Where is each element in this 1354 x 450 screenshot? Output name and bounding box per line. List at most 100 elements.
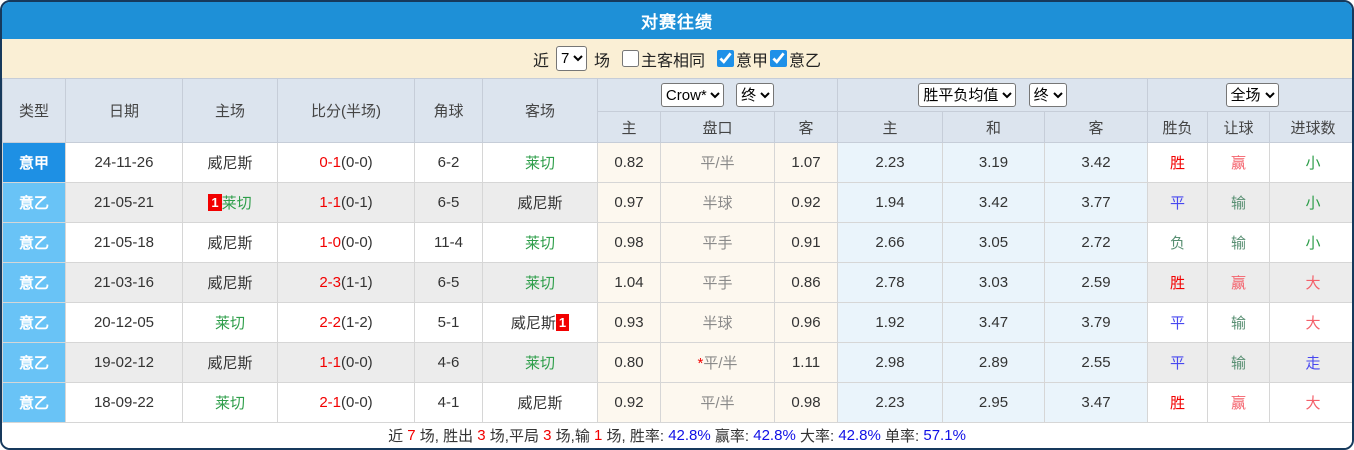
summary-segment: 3: [543, 427, 552, 444]
avg-draw-cell: 3.03: [942, 262, 1046, 303]
spread-value: 输: [1231, 195, 1247, 212]
spread-cell: 输: [1207, 342, 1271, 383]
table-row: 意乙 18-09-22 莱切 2-1(0-0) 4-1 威尼斯 0.92 平/半…: [2, 382, 1352, 423]
table-row: 意乙 21-05-21 1 莱切 1-1(0-1) 6-5 威尼斯 0.97 半球…: [2, 182, 1352, 223]
result-cell: 平: [1147, 182, 1209, 223]
goals-value: 小: [1305, 235, 1321, 252]
hcp-home-odds-cell: 0.80: [597, 342, 661, 383]
table-row: 意乙 21-05-18 威尼斯 1-0(0-0) 11-4 莱切 0.98 平手…: [2, 222, 1352, 263]
score-cell: 1-0(0-0): [277, 222, 415, 263]
scope-select[interactable]: 全场: [1225, 83, 1279, 107]
home-team-name: 威尼斯: [207, 155, 253, 172]
date-cell: 19-02-12: [65, 342, 183, 383]
summary-segment: 场, 胜出: [415, 428, 478, 445]
away-team-name: 威尼斯: [510, 315, 556, 332]
avg-away-cell: 2.55: [1044, 342, 1149, 383]
home-team-cell: 威尼斯: [182, 222, 278, 263]
hcp-line-cell: 平手: [660, 262, 775, 303]
away-team-cell: 莱切: [482, 222, 598, 263]
spread-value: 赢: [1231, 275, 1247, 292]
hcp-line-cell: 半球: [660, 302, 775, 343]
goals-value: 大: [1305, 315, 1321, 332]
fulltime-score: 1-1: [319, 194, 341, 211]
col-header-away: 客场: [482, 78, 598, 143]
subcol-goals: 进球数: [1269, 111, 1352, 143]
home-team-name: 威尼斯: [207, 235, 253, 252]
home-team-name: 威尼斯: [207, 275, 253, 292]
result-cell: 平: [1147, 342, 1209, 383]
hcp-line-cell: *平/半: [660, 342, 775, 383]
table-row: 意乙 21-03-16 威尼斯 2-3(1-1) 6-5 莱切 1.04 平手 …: [2, 262, 1352, 303]
league-cell: 意乙: [2, 222, 66, 263]
hcp-away-odds-cell: 0.91: [773, 222, 839, 263]
avg-home-cell: 2.23: [837, 142, 944, 183]
hcp-line-text: 平/半: [703, 355, 738, 372]
result-cell: 胜: [1147, 262, 1209, 303]
fulltime-score: 0-1: [319, 154, 341, 171]
spread-cell: 输: [1207, 302, 1271, 343]
result-value: 平: [1170, 195, 1186, 212]
hcp-line-text: 平/半: [700, 395, 735, 412]
league-cell: 意乙: [2, 262, 66, 303]
table-row: 意乙 19-02-12 威尼斯 1-1(0-0) 4-6 莱切 0.80 *平/…: [2, 342, 1352, 383]
spread-value: 赢: [1231, 395, 1247, 412]
avg-odds-select[interactable]: 胜平负均值: [918, 83, 1017, 107]
serie-b-label: 意乙: [789, 52, 822, 70]
avg-draw-cell: 2.89: [942, 342, 1046, 383]
home-team-name: 莱切: [214, 315, 245, 332]
avg-away-cell: 2.59: [1044, 262, 1149, 303]
avg-home-cell: 2.66: [837, 222, 944, 263]
away-team-cell: 莱切: [482, 142, 598, 183]
score-cell: 1-1(0-0): [277, 342, 415, 383]
hcp-home-odds-cell: 0.98: [597, 222, 661, 263]
spread-cell: 赢: [1207, 262, 1271, 303]
matches-label: 场: [593, 52, 610, 70]
result-cell: 平: [1147, 302, 1209, 343]
handicap-state-select[interactable]: 终: [736, 83, 775, 107]
avg-odds-state-select[interactable]: 终: [1028, 83, 1067, 107]
spread-cell: 输: [1207, 222, 1271, 263]
score-cell: 0-1(0-0): [277, 142, 415, 183]
spread-cell: 赢: [1207, 142, 1271, 183]
spread-value: 输: [1231, 315, 1247, 332]
corners-cell: 4-6: [414, 342, 483, 383]
match-count-select[interactable]: 7: [555, 46, 587, 71]
hcp-line-text: 平/半: [700, 155, 735, 172]
subcol-spread: 让球: [1207, 111, 1271, 143]
score-cell: 2-3(1-1): [277, 262, 415, 303]
halftime-score: (1-2): [341, 314, 373, 331]
serie-b-checkbox[interactable]: [770, 50, 788, 67]
date-cell: 21-05-18: [65, 222, 183, 263]
fulltime-score: 2-2: [319, 314, 341, 331]
spread-value: 赢: [1231, 155, 1247, 172]
summary-segment: 单率:: [880, 428, 924, 445]
hcp-away-odds-cell: 1.07: [773, 142, 839, 183]
league-cell: 意甲: [2, 142, 66, 183]
away-team-name: 莱切: [524, 155, 555, 172]
halftime-score: (0-0): [341, 154, 373, 171]
fulltime-score: 2-3: [319, 274, 341, 291]
avg-away-cell: 2.72: [1044, 222, 1149, 263]
subcol-hcp-away: 客: [773, 111, 839, 143]
score-cell: 1-1(0-1): [277, 182, 415, 223]
goals-value: 小: [1305, 155, 1321, 172]
summary-segment: 1: [594, 427, 603, 444]
handicap-company-select[interactable]: Crow*: [660, 83, 724, 107]
same-venue-checkbox[interactable]: [621, 50, 639, 67]
goals-value: 大: [1305, 275, 1321, 292]
halftime-score: (0-0): [341, 234, 373, 251]
avg-home-cell: 2.23: [837, 382, 944, 423]
serie-a-checkbox[interactable]: [717, 50, 734, 67]
result-value: 平: [1170, 315, 1186, 332]
hcp-home-odds-cell: 0.97: [597, 182, 661, 223]
summary-segment: 42.8%: [668, 427, 711, 444]
hcp-line-text: 平手: [702, 235, 733, 252]
hcp-home-odds-cell: 0.93: [597, 302, 661, 343]
corners-cell: 5-1: [414, 302, 483, 343]
league-cell: 意乙: [2, 382, 66, 423]
col-header-corners: 角球: [414, 78, 483, 143]
result-value: 胜: [1170, 275, 1186, 292]
subcol-avg-draw: 和: [942, 111, 1046, 143]
summary-segment: 大率:: [795, 428, 839, 445]
col-header-type: 类型: [2, 78, 66, 143]
